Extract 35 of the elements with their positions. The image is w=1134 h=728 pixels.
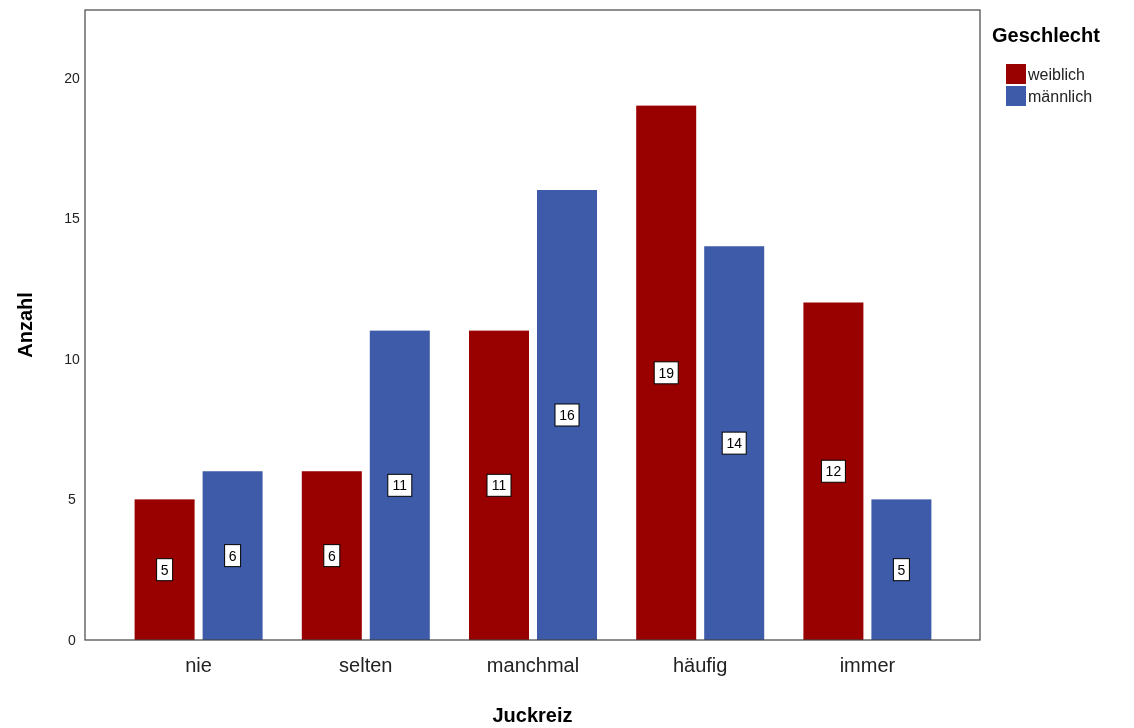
bar (369, 330, 430, 640)
y-tick-label: 0 (68, 632, 77, 648)
data-label: 6 (327, 547, 336, 564)
x-tick-label: nie (185, 654, 212, 676)
bar (301, 471, 362, 640)
x-tick-label: manchmal (486, 654, 580, 676)
bar (636, 105, 697, 640)
y-axis-title: Anzahl (14, 292, 36, 358)
data-label: 14 (726, 435, 743, 452)
y-tick-label: 10 (64, 350, 80, 367)
bar (202, 471, 263, 640)
data-label: 11 (392, 477, 408, 494)
y-tick-label: 20 (64, 69, 80, 86)
x-axis-title: Juckreiz (492, 704, 573, 726)
data-label: 19 (658, 364, 675, 381)
x-tick-label: häufig (672, 654, 728, 676)
y-tick-label: 5 (68, 491, 77, 508)
data-label: 5 (160, 561, 169, 578)
data-label: 16 (559, 407, 575, 423)
legend-label: männlich (1028, 88, 1093, 105)
bar (134, 499, 195, 640)
data-label: 6 (228, 547, 237, 564)
bar (469, 330, 529, 640)
bar (803, 302, 864, 640)
x-tick-label: selten (339, 654, 393, 676)
data-label: 12 (825, 463, 842, 480)
bar (704, 246, 765, 640)
legend-title: Geschlecht (992, 24, 1101, 46)
data-label: 5 (897, 561, 906, 578)
bar (537, 190, 597, 640)
legend-label: weiblich (1027, 66, 1085, 83)
bar (871, 499, 932, 640)
data-label: 11 (491, 477, 507, 494)
y-tick-label: 15 (64, 210, 80, 227)
x-tick-label: immer (839, 654, 896, 676)
